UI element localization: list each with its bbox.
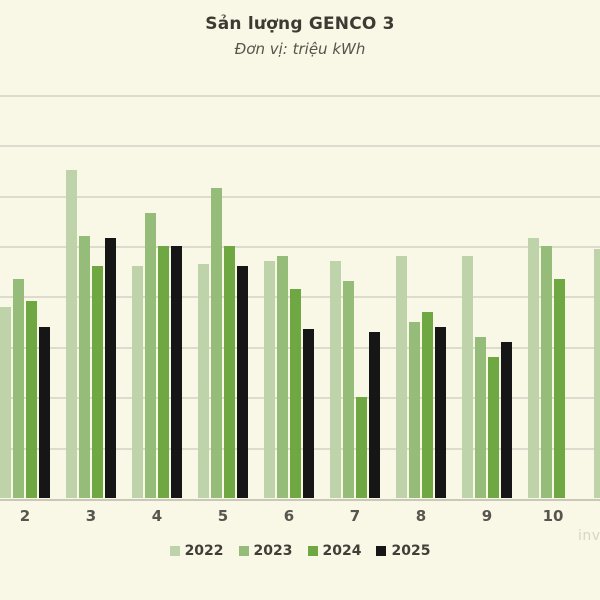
- gridline: [0, 195, 600, 198]
- x-tick-label-5: 5: [217, 507, 229, 525]
- legend: 2022 2023 2024 2025: [0, 543, 600, 559]
- chart-header: Sản lượng GENCO 3 Đơn vị: triệu kWh: [0, 14, 600, 58]
- x-axis-line: [0, 499, 600, 501]
- legend-swatch-2025: [376, 546, 387, 556]
- x-tick-label-8: 8: [415, 507, 427, 525]
- bar-2022-month-7[interactable]: [329, 261, 341, 498]
- legend-item-2022[interactable]: 2022: [169, 543, 224, 559]
- gridline: [0, 246, 600, 248]
- legend-item-2024[interactable]: 2024: [307, 543, 362, 559]
- bar-2023-month-4[interactable]: [144, 213, 156, 498]
- legend-label-2023: 2023: [253, 543, 293, 559]
- bar-2025-month-4[interactable]: [171, 246, 183, 498]
- bar-2022-partial-edge[interactable]: [593, 248, 600, 498]
- chart-title: Sản lượng GENCO 3: [205, 14, 395, 34]
- bar-2024-month-9[interactable]: [488, 356, 500, 498]
- x-tick-label-10: 10: [542, 507, 564, 525]
- bar-2022-month-2[interactable]: [0, 306, 11, 498]
- legend-item-2025[interactable]: 2025: [376, 543, 430, 559]
- x-tick-label-4: 4: [151, 507, 163, 525]
- bar-2022-month-6[interactable]: [263, 261, 275, 498]
- bar-2023-month-3[interactable]: [78, 235, 90, 498]
- bar-2024-month-10[interactable]: [554, 278, 566, 498]
- legend-label-2024: 2024: [322, 543, 362, 559]
- legend-swatch-2024: [307, 546, 318, 556]
- watermark: inv: [578, 528, 600, 544]
- legend-swatch-2023: [238, 546, 249, 556]
- gridline: [0, 145, 600, 148]
- bar-2024-month-8[interactable]: [422, 311, 434, 498]
- bar-2022-month-9[interactable]: [461, 256, 473, 498]
- bar-2025-month-5[interactable]: [237, 266, 249, 498]
- bar-2023-month-7[interactable]: [342, 281, 354, 498]
- x-tick-label-3: 3: [85, 507, 97, 525]
- legend-item-2023[interactable]: 2023: [238, 543, 293, 559]
- bar-2022-month-8[interactable]: [395, 256, 407, 498]
- bar-2022-month-10[interactable]: [527, 238, 539, 498]
- bar-2025-month-7[interactable]: [369, 331, 381, 498]
- legend-swatch-2022: [169, 546, 180, 556]
- bar-2022-month-5[interactable]: [197, 263, 209, 498]
- bar-2024-month-3[interactable]: [92, 266, 104, 498]
- bar-2024-month-5[interactable]: [224, 246, 236, 498]
- bar-2022-month-3[interactable]: [65, 170, 77, 498]
- bar-2025-month-8[interactable]: [435, 326, 447, 498]
- bar-2025-month-6[interactable]: [303, 329, 315, 498]
- bar-2024-month-7[interactable]: [356, 397, 368, 498]
- x-tick-label-7: 7: [349, 507, 361, 525]
- bar-2023-month-5[interactable]: [210, 188, 222, 498]
- bar-2025-month-3[interactable]: [105, 238, 117, 498]
- bar-2022-month-4[interactable]: [131, 266, 143, 498]
- bar-2023-month-10[interactable]: [540, 246, 552, 498]
- x-tick-label-9: 9: [481, 507, 493, 525]
- bar-2025-month-2[interactable]: [39, 326, 51, 498]
- bar-2025-month-9[interactable]: [501, 341, 513, 498]
- x-tick-label-6: 6: [283, 507, 295, 525]
- bar-2023-month-6[interactable]: [276, 256, 288, 498]
- chart-subtitle: Đơn vị: triệu kWh: [234, 40, 366, 58]
- gridline: [0, 94, 600, 97]
- bar-2023-month-2[interactable]: [12, 278, 24, 498]
- bar-2024-month-2[interactable]: [26, 301, 38, 498]
- bar-2024-month-4[interactable]: [158, 246, 170, 498]
- legend-label-2025: 2025: [391, 543, 431, 559]
- bar-2023-month-9[interactable]: [474, 336, 486, 498]
- bar-2024-month-6[interactable]: [290, 288, 302, 498]
- legend-label-2022: 2022: [184, 543, 224, 559]
- x-tick-label-2: 2: [19, 507, 31, 525]
- bar-2023-month-8[interactable]: [408, 321, 420, 498]
